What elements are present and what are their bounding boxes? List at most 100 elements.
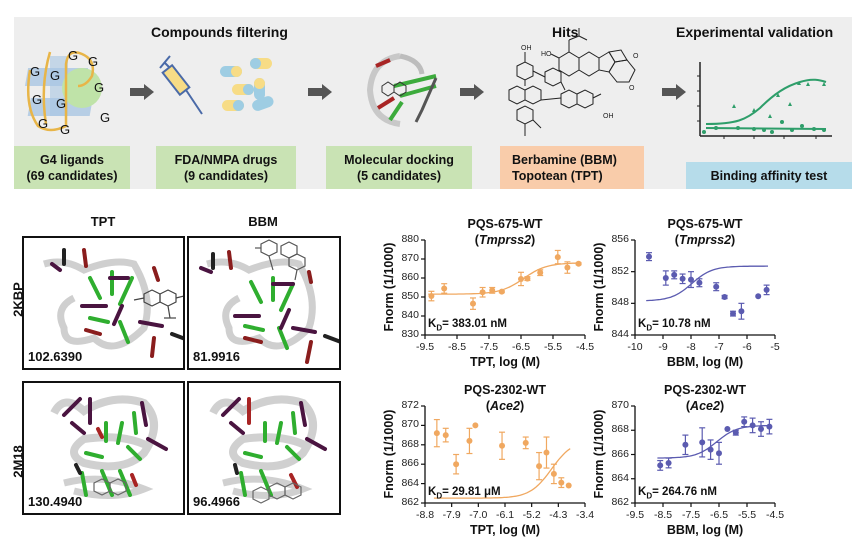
chart-title: PQS-675-WT (Tmprss2) <box>405 216 605 248</box>
x-tick-label: -3.4 <box>575 509 595 521</box>
chart-pqs675-bbm: PQS-675-WT (Tmprss2) 844 848 852 856 -10 -9 -8 -7… <box>592 216 822 378</box>
kd-annotation: KD= 29.81 μM <box>428 486 501 501</box>
svg-text:G: G <box>38 116 48 131</box>
x-tick-label: -7.9 <box>442 509 461 521</box>
data-point <box>537 269 544 276</box>
y-tick-label: 870 <box>611 399 629 411</box>
x-tick-label: -6.5 <box>709 509 729 521</box>
capsules-icon <box>220 58 274 111</box>
chart-title-text: PQS-675-WT <box>667 217 743 231</box>
data-point <box>679 275 686 282</box>
stage-molecular-docking: Molecular docking (5 candidates) <box>326 146 472 189</box>
bbm-ligand <box>252 482 302 504</box>
flow-arrow-2 <box>308 84 332 100</box>
data-point <box>755 293 762 300</box>
data-point <box>646 253 652 260</box>
chart-title: PQS-2302-WT (Ace2) <box>615 382 795 414</box>
docking-panel-2kbp-bbm: 81.9916 <box>187 236 341 370</box>
stage-g4-ligands-title: G4 ligands <box>40 152 104 167</box>
svg-text:G: G <box>68 48 78 63</box>
flow-arrow-3 <box>460 84 484 100</box>
y-tick-label: 866 <box>611 447 629 460</box>
x-axis-label: TPT, log (M) <box>469 523 541 537</box>
x-tick-label: -10 <box>627 341 643 353</box>
y-tick-label: 852 <box>611 264 629 277</box>
x-tick-label: -5.5 <box>543 341 563 353</box>
x-tick-label: -6.1 <box>495 509 515 521</box>
x-tick-label: -7.5 <box>681 509 701 521</box>
y-tick-label: 862 <box>611 496 629 508</box>
data-point <box>699 439 706 446</box>
stage-hits: Berbamine (BBM) Topotean (TPT) <box>500 146 644 189</box>
section-title-hits: Hits <box>552 24 579 40</box>
data-point <box>565 482 572 489</box>
chart-title: PQS-675-WT (Tmprss2) <box>615 216 795 248</box>
stage-hits-tpt: Topotean (TPT) <box>512 168 603 183</box>
x-tick-label: -6 <box>742 341 752 353</box>
tpt-ligand <box>133 289 183 319</box>
stage-fda-count: (9 candidates) <box>183 168 269 183</box>
plot-area <box>631 239 776 339</box>
docking-structure-icon <box>366 53 438 127</box>
x-tick-label: -4.5 <box>765 509 785 521</box>
x-tick-label: -6.5 <box>511 341 531 353</box>
y-tick-label: 868 <box>401 437 419 450</box>
data-point <box>489 287 496 294</box>
x-axis-label: BBM, log (M) <box>666 523 744 537</box>
stage-docking-count: (5 candidates) <box>356 168 442 183</box>
data-point <box>716 450 722 457</box>
x-tick-label: -4.5 <box>575 341 595 353</box>
data-point <box>657 462 664 469</box>
x-tick-label: -9.5 <box>625 509 645 521</box>
data-point <box>665 459 672 466</box>
y-axis-label: Fnorm (1/1000) <box>592 409 606 498</box>
data-point <box>732 429 739 436</box>
data-point <box>682 441 689 448</box>
y-tick-label: 864 <box>401 476 419 489</box>
svg-text:G: G <box>32 92 42 107</box>
docking-score: 81.9916 <box>193 349 240 364</box>
x-tick-label: -8.8 <box>415 509 435 521</box>
data-point <box>688 276 694 283</box>
flow-arrow-1 <box>130 84 154 100</box>
data-point <box>479 289 486 296</box>
x-tick-label: -5.2 <box>522 509 541 521</box>
data-point <box>763 286 770 293</box>
g4-docking-structure-icon <box>50 395 168 500</box>
chart-pqs2302-tpt: PQS-2302-WT (Ace2) 862 864 866 868 870 872 -8.8-… <box>360 378 594 538</box>
data-point <box>466 437 473 444</box>
y-tick-label: 872 <box>401 399 419 411</box>
y-tick-label: 830 <box>401 328 419 340</box>
docking-score: 102.6390 <box>28 349 83 364</box>
g4-docking-structure-icon <box>199 239 339 364</box>
g4-docking-structure-icon <box>209 395 327 504</box>
data-point <box>564 264 571 271</box>
x-tick-label: -7 <box>714 341 724 353</box>
docking-panel-2m18-tpt: 130.4940 <box>22 381 185 515</box>
binding-curve-icon <box>697 62 832 139</box>
x-axis-label: BBM, log (M) <box>666 355 744 369</box>
stage-hits-bbm: Berbamine (BBM) <box>512 152 617 167</box>
data-point <box>575 260 582 267</box>
x-tick-label: -7.0 <box>469 509 488 521</box>
g4-docking-structure-icon <box>42 248 183 358</box>
svg-text:G: G <box>88 54 98 69</box>
data-point <box>662 275 669 281</box>
data-point <box>470 300 476 307</box>
svg-text:G: G <box>56 96 66 111</box>
data-point <box>721 294 728 300</box>
data-point <box>554 254 561 261</box>
y-tick-label: 860 <box>401 271 419 283</box>
plot-area <box>421 405 586 507</box>
kd-annotation: KD= 264.76 nM <box>638 486 717 501</box>
chart-title: PQS-2302-WT (Ace2) <box>405 382 605 414</box>
docking-panel-2kbp-tpt: 102.6390 <box>22 236 185 370</box>
chart-subtitle: (Ace2) <box>685 399 725 413</box>
x-tick-label: -5 <box>770 341 780 353</box>
y-tick-label: 880 <box>401 233 419 245</box>
plot-area <box>421 239 586 339</box>
docking-score: 130.4940 <box>28 494 83 509</box>
data-point <box>524 275 531 282</box>
data-point <box>518 275 524 282</box>
chart-title-text: PQS-2302-WT <box>664 383 746 397</box>
